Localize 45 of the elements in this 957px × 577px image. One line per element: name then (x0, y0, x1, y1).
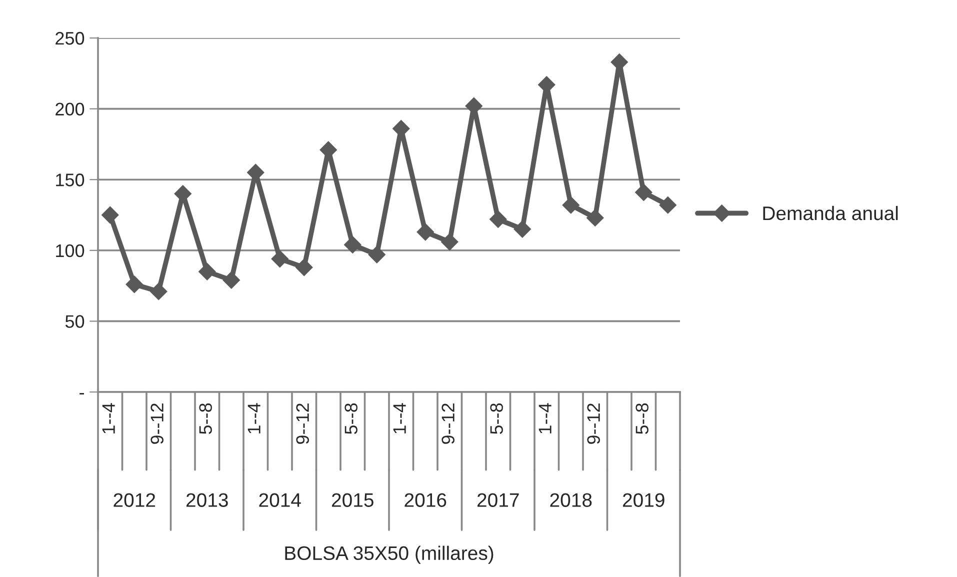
point (126, 276, 143, 293)
x-tick-label: 1--4 (102, 403, 115, 434)
point (198, 263, 216, 280)
x-tick-label: 9--12 (442, 404, 454, 444)
point (635, 184, 652, 201)
text: 2014 (259, 493, 301, 507)
point (514, 220, 531, 238)
x-tick-label: 5--8 (199, 403, 212, 434)
y-tick-label: 50 (65, 315, 84, 328)
legend-label: Demanda anual (763, 206, 898, 220)
point (222, 272, 240, 289)
x-tick-label: 5--8 (636, 403, 648, 434)
point (344, 236, 362, 254)
x-tick-label: 5--8 (490, 403, 503, 434)
text: BOLSA 35X50 (millares) (285, 546, 494, 564)
point (296, 258, 313, 276)
point (368, 246, 386, 264)
x-tick-label: 1--4 (538, 403, 552, 434)
x-tick-label: 1--4 (248, 403, 260, 434)
text: 2017 (477, 493, 519, 507)
x-tick-label: 9--12 (296, 404, 309, 444)
point (490, 210, 507, 228)
y-tick-label: - (80, 393, 84, 394)
x-tick-label: 5--8 (344, 403, 358, 434)
text: 2015 (332, 493, 374, 507)
text: 2019 (622, 493, 664, 507)
point (150, 282, 168, 300)
x-tick-label: 9--12 (587, 404, 600, 444)
y-tick-label: 200 (56, 102, 84, 116)
point (562, 196, 580, 214)
point (586, 209, 604, 226)
text: 2016 (404, 493, 446, 507)
point (659, 196, 676, 214)
point (416, 223, 434, 241)
text: 2018 (550, 493, 592, 507)
point (102, 206, 119, 224)
text: 2012 (114, 493, 156, 507)
y-tick-label: 250 (56, 32, 84, 45)
x-tick-label: 9--12 (150, 404, 164, 444)
point (441, 233, 458, 250)
point (271, 250, 288, 268)
y-tick-label: 150 (56, 174, 84, 186)
text: 2013 (186, 493, 228, 507)
x-tick-label: 1--4 (393, 403, 406, 434)
y-tick-label: 100 (56, 244, 84, 258)
